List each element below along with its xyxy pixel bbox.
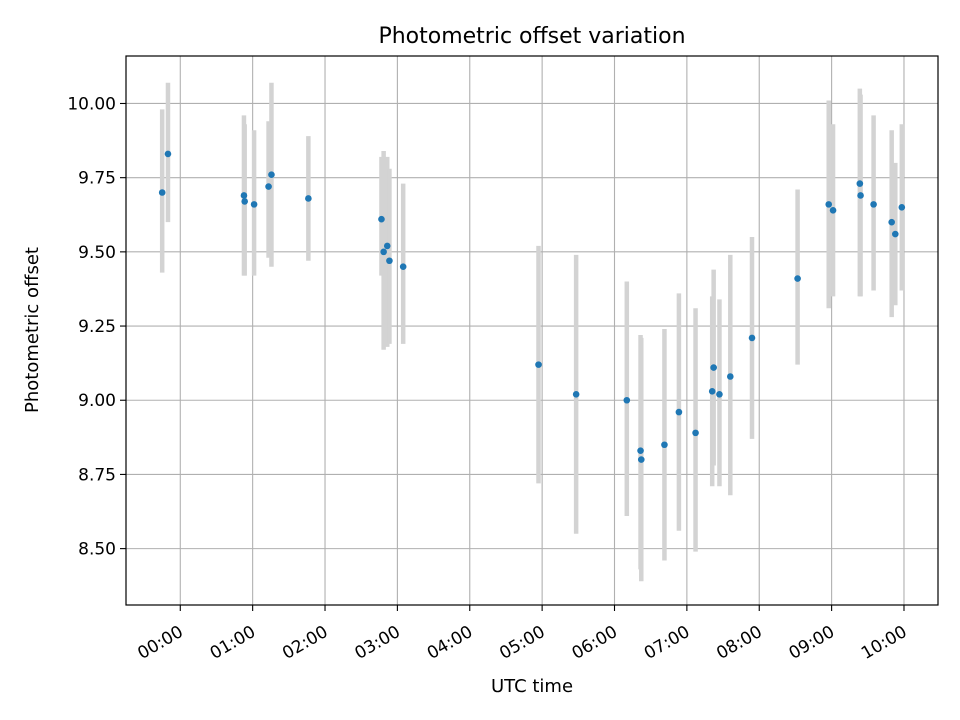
y-tick-label: 9.75 <box>78 169 116 189</box>
data-point <box>241 198 248 205</box>
data-point <box>637 456 645 463</box>
data-point <box>240 192 248 199</box>
data-point <box>692 429 699 437</box>
data-point <box>305 195 312 202</box>
data-point <box>380 248 387 256</box>
plot-frame <box>125 55 939 606</box>
data-point <box>268 171 275 179</box>
data-point <box>637 447 644 454</box>
data-point <box>794 275 801 282</box>
data-point <box>675 408 683 416</box>
data-point <box>708 388 716 395</box>
data-point <box>716 391 723 398</box>
data-point <box>383 242 391 250</box>
data-point <box>158 189 166 196</box>
data-point <box>829 207 837 214</box>
data-point <box>825 201 833 208</box>
data-point <box>265 183 272 190</box>
data-point <box>898 204 906 211</box>
y-tick-label: 8.75 <box>78 465 116 485</box>
x-axis-label: UTC time <box>491 676 573 697</box>
data-point <box>857 192 864 199</box>
data-point <box>661 441 668 449</box>
y-tick-label: 9.00 <box>78 391 116 411</box>
y-axis: 8.50 8.75 9.00 9.25 9.50 9.75 10.00 <box>67 94 126 560</box>
y-tick-label: 9.50 <box>78 243 116 263</box>
data-point <box>888 218 895 226</box>
data-point <box>386 257 393 265</box>
data-point <box>535 361 542 368</box>
chart-title: Photometric offset variation <box>378 24 685 49</box>
y-tick-label: 8.50 <box>78 540 116 560</box>
data-point <box>378 215 385 223</box>
data-point <box>892 230 899 238</box>
data-point <box>710 364 717 371</box>
data-point <box>856 180 864 187</box>
point-layer <box>158 150 906 463</box>
y-tick-label: 9.25 <box>78 317 116 337</box>
data-point <box>572 391 580 398</box>
data-point <box>623 396 631 404</box>
data-point <box>164 150 172 158</box>
y-tick-label: 10.00 <box>67 94 116 114</box>
data-point <box>250 201 258 208</box>
data-point <box>870 201 877 208</box>
data-point <box>726 373 734 380</box>
data-point <box>748 334 756 342</box>
y-axis-label: Photometric offset <box>22 247 43 413</box>
data-point <box>399 263 407 270</box>
